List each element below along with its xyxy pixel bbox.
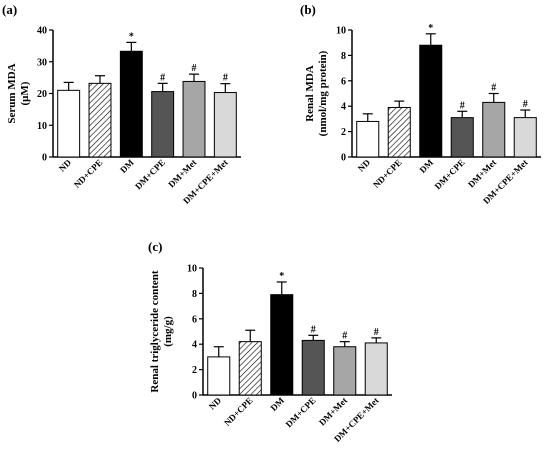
significance-marker: # — [491, 83, 496, 94]
y-tick-label: 0 — [42, 153, 47, 164]
y-tick-label: 30 — [37, 57, 47, 68]
bar-dm — [119, 50, 143, 158]
y-tick-label: 6 — [341, 76, 346, 87]
bar-nd-cpe — [88, 82, 112, 158]
significance-marker: # — [374, 327, 379, 338]
category-label: DM+CPE — [433, 157, 467, 191]
category-label: DM+CPE — [133, 157, 167, 191]
y-tick-label: 2 — [341, 127, 346, 138]
y-axis-label: Renal MDA — [304, 65, 316, 122]
y-tick-label: 2 — [192, 365, 197, 376]
y-tick-label: 40 — [37, 26, 47, 37]
bar-dm-cpe — [301, 339, 325, 396]
bar-dm-cpe-met — [364, 342, 388, 396]
category-label: DM — [268, 395, 286, 413]
panel-label: (c) — [148, 239, 162, 254]
y-axis-label: Renal triglyceride content — [149, 270, 161, 393]
bar-dm-cpe-met — [213, 92, 237, 158]
significance-marker: # — [192, 63, 197, 74]
y-tick-label: 8 — [192, 289, 197, 300]
y-tick-label: 0 — [192, 391, 197, 402]
category-label: ND — [57, 157, 74, 174]
bar-dm-cpe — [151, 91, 175, 158]
significance-marker: # — [523, 99, 528, 110]
bar-nd — [57, 89, 81, 158]
significance-marker: # — [460, 100, 465, 111]
bar-nd — [207, 356, 231, 396]
y-tick-label: 8 — [341, 51, 346, 62]
category-label: DM+CPE — [284, 395, 318, 429]
y-axis-unit-label: (nmol/mg protein) — [317, 50, 329, 136]
category-label: ND+CPE — [222, 395, 255, 428]
y-axis-unit-label: (μM) — [19, 81, 31, 105]
y-tick-label: 0 — [341, 153, 346, 164]
significance-marker: # — [160, 72, 165, 83]
y-tick-label: 4 — [192, 340, 197, 351]
bar-nd — [356, 120, 380, 158]
category-label: DM+Met — [317, 395, 349, 427]
panel-label: (b) — [300, 2, 316, 17]
y-tick-label: 10 — [187, 264, 197, 275]
category-label: ND+CPE — [72, 157, 105, 190]
y-axis-unit-label: (mg/g) — [162, 316, 174, 347]
bar-dm — [270, 294, 294, 396]
category-label: ND — [356, 157, 373, 174]
y-tick-label: 6 — [192, 314, 197, 325]
y-tick-label: 10 — [37, 121, 47, 132]
bar-dm — [419, 44, 443, 158]
bar-nd-cpe — [238, 341, 262, 396]
significance-marker: # — [223, 73, 228, 84]
y-tick-label: 10 — [336, 26, 346, 37]
significance-marker: # — [342, 331, 347, 342]
category-label: ND+CPE — [371, 157, 404, 190]
bar-dm-met — [182, 80, 206, 158]
significance-marker: * — [428, 23, 433, 34]
category-label: DM — [118, 157, 136, 175]
bar-nd-cpe — [387, 106, 411, 158]
significance-marker: * — [279, 271, 284, 282]
panel-label: (a) — [2, 2, 17, 17]
bar-dm-cpe — [450, 117, 474, 158]
y-tick-label: 4 — [341, 102, 346, 113]
chart-panel-b: (b) Renal MDA (nmol/mg protein) 0 2 4 6 8 10 NDND… — [300, 2, 541, 206]
significance-marker: * — [129, 31, 134, 42]
category-label: ND — [207, 395, 224, 412]
y-axis-label: Serum MDA — [6, 63, 18, 123]
category-label: DM — [417, 157, 435, 175]
significance-marker: # — [311, 324, 316, 335]
bar-dm-met — [482, 101, 506, 158]
chart-panel-c: (c) Renal triglyceride content (mg/g) 0 2 4 6 8… — [148, 239, 392, 444]
category-label: DM+Met — [466, 157, 498, 189]
bar-dm-met — [333, 346, 357, 396]
category-label: DM+Met — [166, 157, 198, 189]
y-tick-label: 20 — [37, 89, 47, 100]
bar-dm-cpe-met — [513, 117, 537, 158]
